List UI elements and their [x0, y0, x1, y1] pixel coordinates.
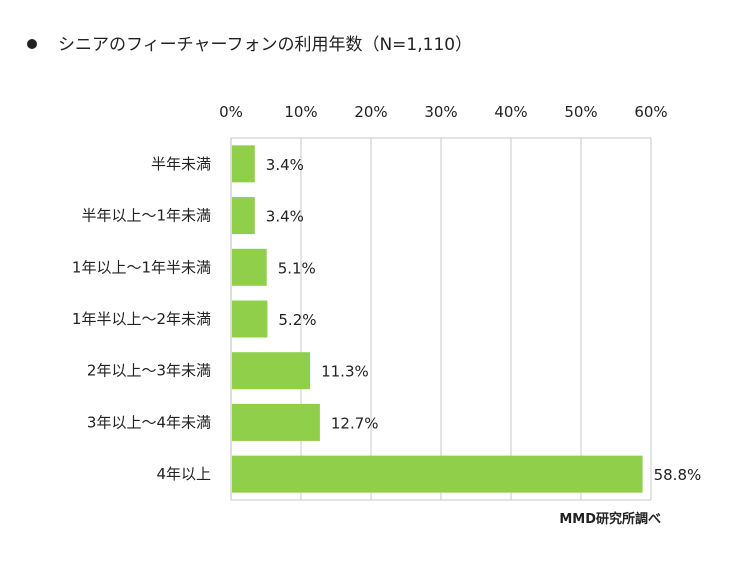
data-label: 3.4% [266, 156, 304, 174]
chart-title: シニアのフィーチャーフォンの利用年数（N=1,110） [58, 35, 472, 55]
x-tick-label: 50% [564, 103, 597, 121]
data-label: 5.1% [278, 259, 316, 277]
category-label: 3年以上～4年未満 [87, 413, 211, 431]
data-label: 5.2% [278, 311, 316, 329]
data-label: 11.3% [321, 363, 369, 381]
category-label: 1年以上～1年半未満 [72, 258, 211, 276]
x-tick-label: 40% [494, 103, 527, 121]
source-note: MMD研究所調べ [559, 511, 661, 527]
data-label: 58.8% [654, 466, 702, 484]
x-tick-label: 60% [634, 103, 667, 121]
value-labels: 3.4% 3.4% 5.1% 5.2% 11.3% 12.7% 58.8% [266, 156, 701, 484]
category-label: 4年以上 [156, 465, 211, 483]
gridlines [230, 137, 652, 501]
category-label: 1年半以上～2年未満 [72, 310, 211, 328]
x-tick-label: 0% [219, 103, 243, 121]
bar [232, 455, 643, 493]
data-label: 3.4% [266, 208, 304, 226]
bar [232, 403, 320, 441]
data-label: 12.7% [331, 414, 379, 432]
bars [232, 145, 643, 493]
category-label: 半年未満 [151, 155, 211, 173]
bar [232, 197, 255, 235]
x-axis-ticks: 0% 10% 20% 30% 40% 50% 60% [219, 103, 668, 121]
title-bullet-icon [27, 39, 37, 49]
bar [232, 352, 311, 390]
x-tick-label: 20% [354, 103, 387, 121]
category-label: 2年以上～3年未満 [87, 362, 211, 380]
category-label: 半年以上～1年未満 [81, 207, 211, 225]
x-tick-label: 30% [424, 103, 457, 121]
bar [232, 145, 255, 183]
bar [232, 300, 268, 338]
x-tick-label: 10% [284, 103, 317, 121]
bar [232, 248, 267, 286]
